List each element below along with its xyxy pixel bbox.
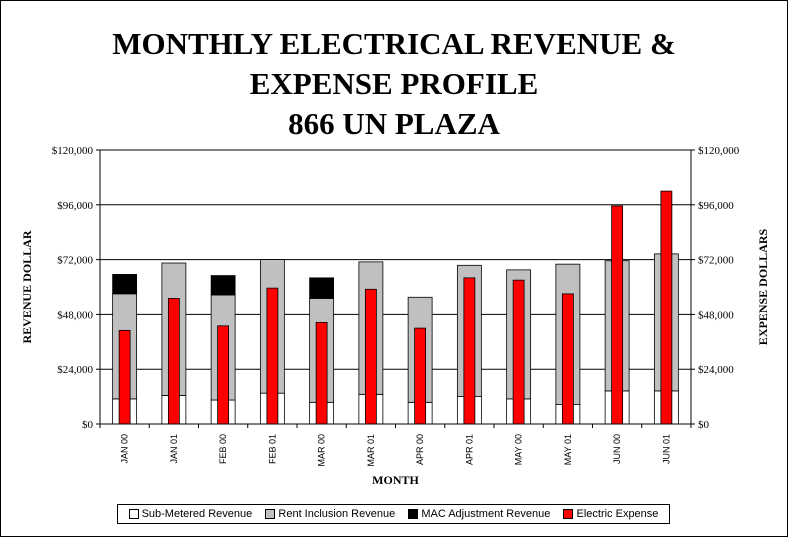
- x-tick-label: MAR 00: [317, 434, 327, 467]
- y-tick-label-right: $120,000: [698, 145, 740, 157]
- y-axis-title-right: EXPENSE DOLLARS: [756, 229, 770, 346]
- y-tick-label-right: $72,000: [698, 255, 734, 267]
- x-tick-label: JUN 00: [612, 434, 622, 464]
- bar-electric-expense-7: [463, 277, 476, 425]
- bar-mac-adjustment-revenue-0: [112, 274, 138, 295]
- x-tick-label: JUN 01: [661, 434, 671, 464]
- legend-label: MAC Adjustment Revenue: [421, 508, 551, 520]
- x-tick-label: JAN 01: [169, 434, 179, 464]
- bar-mac-adjustment-revenue-4: [309, 277, 335, 299]
- plot-border: [99, 149, 692, 425]
- x-tick-label: FEB 01: [267, 434, 277, 464]
- legend-item: Electric Expense: [563, 508, 658, 520]
- legend-label: Sub-Metered Revenue: [141, 508, 253, 520]
- y-tick-label-left: $0: [82, 419, 94, 431]
- bar-electric-expense-9: [561, 293, 574, 425]
- y-tick-label-left: $48,000: [57, 309, 93, 321]
- bar-electric-expense-11: [660, 190, 673, 425]
- chart-title-line-2: EXPENSE PROFILE: [249, 66, 539, 101]
- x-tick-label: MAY 01: [563, 434, 573, 465]
- bar-electric-expense-3: [266, 287, 279, 425]
- y-tick-label-left: $120,000: [52, 145, 94, 157]
- legend-item: Sub-Metered Revenue: [128, 508, 253, 520]
- plot-area: [100, 150, 691, 424]
- y-tick-label-right: $24,000: [698, 364, 734, 376]
- bar-electric-expense-0: [118, 329, 131, 425]
- x-tick-label: MAY 00: [514, 434, 524, 465]
- x-tick-label: APR 00: [415, 434, 425, 465]
- y-axis-title-left: REVENUE DOLLAR: [20, 230, 34, 343]
- x-axis-title: MONTH: [372, 473, 419, 487]
- x-tick-label: MAR 01: [366, 434, 376, 467]
- y-tick-label-right: $48,000: [698, 309, 734, 321]
- chart-title-line-3: 866 UN PLAZA: [288, 106, 500, 141]
- bar-electric-expense-5: [364, 288, 377, 425]
- bar-electric-expense-10: [611, 205, 624, 425]
- bar-electric-expense-6: [414, 327, 427, 425]
- bar-mac-adjustment-revenue-2: [210, 275, 236, 296]
- y-tick-label-left: $96,000: [57, 200, 93, 212]
- x-tick-label: JAN 00: [120, 434, 130, 464]
- chart-title: MONTHLY ELECTRICAL REVENUE & EXPENSE PRO…: [0, 24, 788, 144]
- y-tick-label-right: $0: [698, 419, 710, 431]
- chart-title-line-1: MONTHLY ELECTRICAL REVENUE &: [112, 26, 676, 61]
- x-tick-label: APR 01: [464, 434, 474, 465]
- legend-swatch: [128, 509, 139, 519]
- y-tick-label-left: $72,000: [57, 255, 93, 267]
- legend-item: Rent Inclusion Revenue: [265, 508, 395, 520]
- y-tick-label-left: $24,000: [57, 364, 93, 376]
- legend-item: MAC Adjustment Revenue: [408, 508, 550, 520]
- x-tick-label: FEB 00: [218, 434, 228, 464]
- bar-electric-expense-8: [512, 279, 525, 425]
- legend-swatch: [563, 509, 574, 519]
- legend-label: Electric Expense: [576, 508, 659, 520]
- bar-electric-expense-4: [315, 321, 328, 425]
- legend-swatch: [408, 509, 419, 519]
- legend-label: Rent Inclusion Revenue: [278, 508, 396, 520]
- chart-legend: Sub-Metered Revenue Rent Inclusion Revenu…: [117, 504, 670, 524]
- legend-swatch: [265, 509, 276, 519]
- bar-electric-expense-2: [217, 325, 230, 425]
- bar-electric-expense-1: [167, 298, 180, 425]
- y-tick-label-right: $96,000: [698, 200, 734, 212]
